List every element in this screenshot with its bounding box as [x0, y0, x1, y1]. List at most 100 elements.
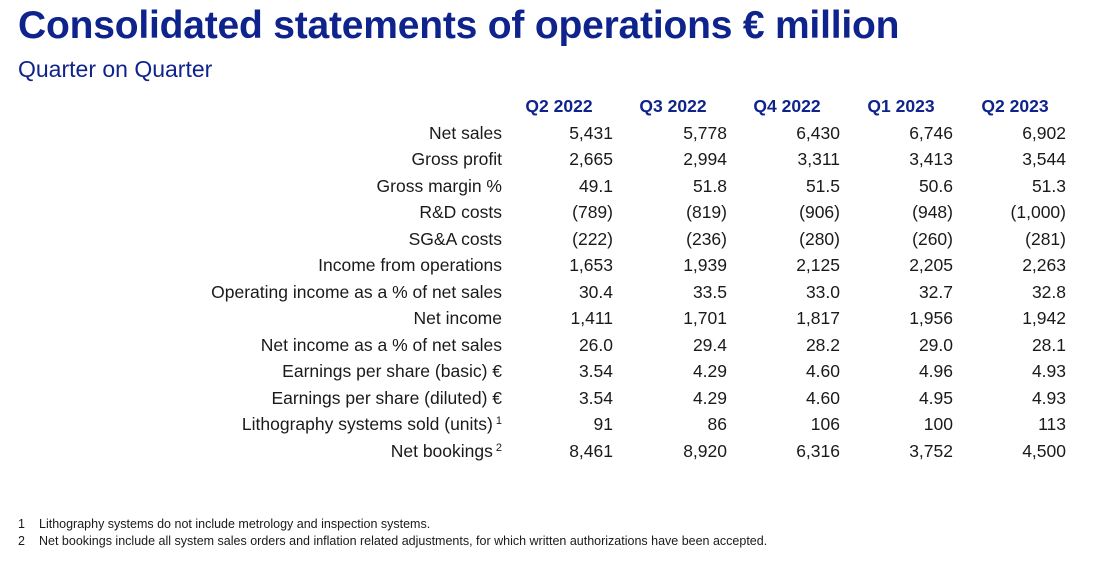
- row-label-cell: Income from operations: [0, 253, 502, 280]
- row-label: SG&A costs: [408, 228, 502, 249]
- value-cell: (1,000): [1010, 202, 1066, 223]
- row-label-cell: Earnings per share (basic) €: [0, 359, 502, 386]
- table-row: Gross profit 2,665 2,994 3,311 3,413 3,544: [0, 147, 1072, 174]
- value-cell: 1,701: [683, 308, 727, 329]
- row-label: Earnings per share (basic) €: [282, 361, 502, 382]
- value-cell: 8,920: [683, 440, 727, 461]
- value-cell: 3,311: [797, 149, 841, 170]
- operations-table: Q2 2022 Q3 2022 Q4 2022 Q1 2023 Q2 2023 …: [0, 93, 1072, 465]
- value-cell: 1,939: [683, 255, 727, 276]
- row-label: R&D costs: [419, 202, 502, 223]
- table-row: Gross margin % 49.1 51.8 51.5 50.6 51.3: [0, 173, 1072, 200]
- table-row: Lithography systems sold (units) 1 91 86 106…: [0, 412, 1072, 439]
- column-header: Q1 2023: [867, 96, 935, 116]
- value-cell: 2,263: [1022, 255, 1066, 276]
- value-cell: (236): [686, 228, 727, 249]
- row-label: Net income: [413, 308, 502, 329]
- row-label-cell: Lithography systems sold (units) 1: [0, 412, 502, 439]
- value-cell: 113: [1038, 414, 1066, 435]
- row-label: Net sales: [429, 122, 502, 143]
- column-header: Q3 2022: [639, 96, 707, 116]
- row-label: Gross profit: [411, 149, 502, 170]
- table-header-row: Q2 2022 Q3 2022 Q4 2022 Q1 2023 Q2 2023: [0, 93, 1072, 120]
- table-row: Earnings per share (basic) € 3.54 4.29 4.60…: [0, 359, 1072, 386]
- value-cell: 29.0: [918, 334, 953, 355]
- table-row: Net sales 5,431 5,778 6,430 6,746 6,902: [0, 120, 1072, 147]
- value-cell: 28.1: [1031, 334, 1066, 355]
- row-label-cell: SG&A costs: [0, 226, 502, 253]
- column-header: Q2 2023: [981, 96, 1049, 116]
- value-cell: (819): [686, 202, 727, 223]
- table-row: Net bookings 2 8,461 8,920 6,316 3,752 4,500: [0, 438, 1072, 465]
- value-cell: 4.29: [692, 387, 727, 408]
- value-cell: 5,431: [569, 122, 613, 143]
- value-cell: 1,817: [796, 308, 840, 329]
- table-row: Net income 1,411 1,701 1,817 1,956 1,942: [0, 306, 1072, 333]
- table-row: R&D costs (789) (819) (906) (948) (1,000): [0, 200, 1072, 227]
- value-cell: 2,205: [909, 255, 953, 276]
- value-cell: 32.8: [1031, 281, 1066, 302]
- footnote-marker: 2: [495, 441, 502, 454]
- footnote: 1 Lithography systems do not include metr…: [18, 515, 767, 533]
- row-label: Income from operations: [318, 255, 502, 276]
- value-cell: (789): [572, 202, 613, 223]
- value-cell: 4.29: [692, 361, 727, 382]
- row-label-cell: R&D costs: [0, 200, 502, 227]
- column-header: Q4 2022: [753, 96, 821, 116]
- footnote-number: 1: [18, 516, 25, 531]
- value-cell: 4.60: [805, 387, 840, 408]
- table-row: Net income as a % of net sales 26.0 29.4 28…: [0, 332, 1072, 359]
- column-header-label: [0, 93, 502, 120]
- row-label: Lithography systems sold (units): [241, 414, 493, 435]
- value-cell: 3,752: [909, 440, 953, 461]
- footnote-text: Net bookings include all system sales or…: [39, 534, 768, 549]
- page-subtitle: Quarter on Quarter: [18, 56, 213, 82]
- row-label: Operating income as a % of net sales: [211, 281, 502, 302]
- value-cell: 86: [707, 414, 727, 435]
- value-cell: 29.4: [692, 334, 727, 355]
- value-cell: 51.3: [1031, 175, 1066, 196]
- value-cell: 51.8: [692, 175, 727, 196]
- row-label: Earnings per share (diluted) €: [271, 387, 502, 408]
- value-cell: 3,413: [909, 149, 953, 170]
- value-cell: 4,500: [1022, 440, 1066, 461]
- table-row: Operating income as a % of net sales 30.4…: [0, 279, 1072, 306]
- value-cell: 3,544: [1022, 149, 1066, 170]
- value-cell: 1,956: [909, 308, 953, 329]
- value-cell: (948): [912, 202, 953, 223]
- row-label-cell: Net income as a % of net sales: [0, 332, 502, 359]
- value-cell: 32.7: [918, 281, 953, 302]
- table-body: Net sales 5,431 5,778 6,430 6,746 6,902 Gross …: [0, 120, 1072, 465]
- row-label: Net income as a % of net sales: [260, 334, 502, 355]
- value-cell: (280): [799, 228, 840, 249]
- column-header: Q2 2022: [525, 96, 593, 116]
- value-cell: 4.60: [805, 361, 840, 382]
- value-cell: 6,430: [796, 122, 840, 143]
- value-cell: 1,942: [1022, 308, 1066, 329]
- table-row: SG&A costs (222) (236) (280) (260) (281): [0, 226, 1072, 253]
- value-cell: 4.93: [1031, 387, 1066, 408]
- value-cell: 3.54: [578, 361, 613, 382]
- value-cell: 30.4: [578, 281, 613, 302]
- row-label: Gross margin %: [376, 175, 502, 196]
- value-cell: (222): [572, 228, 613, 249]
- value-cell: 5,778: [683, 122, 727, 143]
- value-cell: 4.93: [1031, 361, 1066, 382]
- value-cell: 33.5: [692, 281, 727, 302]
- value-cell: 51.5: [805, 175, 840, 196]
- value-cell: (281): [1025, 228, 1066, 249]
- value-cell: 2,125: [796, 255, 840, 276]
- value-cell: 33.0: [805, 281, 840, 302]
- row-label-cell: Gross margin %: [0, 173, 502, 200]
- row-label-cell: Net income: [0, 306, 502, 333]
- value-cell: 8,461: [569, 440, 613, 461]
- row-label-cell: Earnings per share (diluted) €: [0, 385, 502, 412]
- page-title: Consolidated statements of operations € …: [18, 4, 900, 47]
- footnote: 2 Net bookings include all system sales o…: [18, 533, 767, 551]
- value-cell: 6,746: [909, 122, 953, 143]
- footnote-marker: 1: [495, 415, 502, 428]
- footnote-text: Lithography systems do not include metro…: [39, 516, 431, 531]
- value-cell: (260): [912, 228, 953, 249]
- table-row: Income from operations 1,653 1,939 2,125 2,2…: [0, 253, 1072, 280]
- row-label-cell: Operating income as a % of net sales: [0, 279, 502, 306]
